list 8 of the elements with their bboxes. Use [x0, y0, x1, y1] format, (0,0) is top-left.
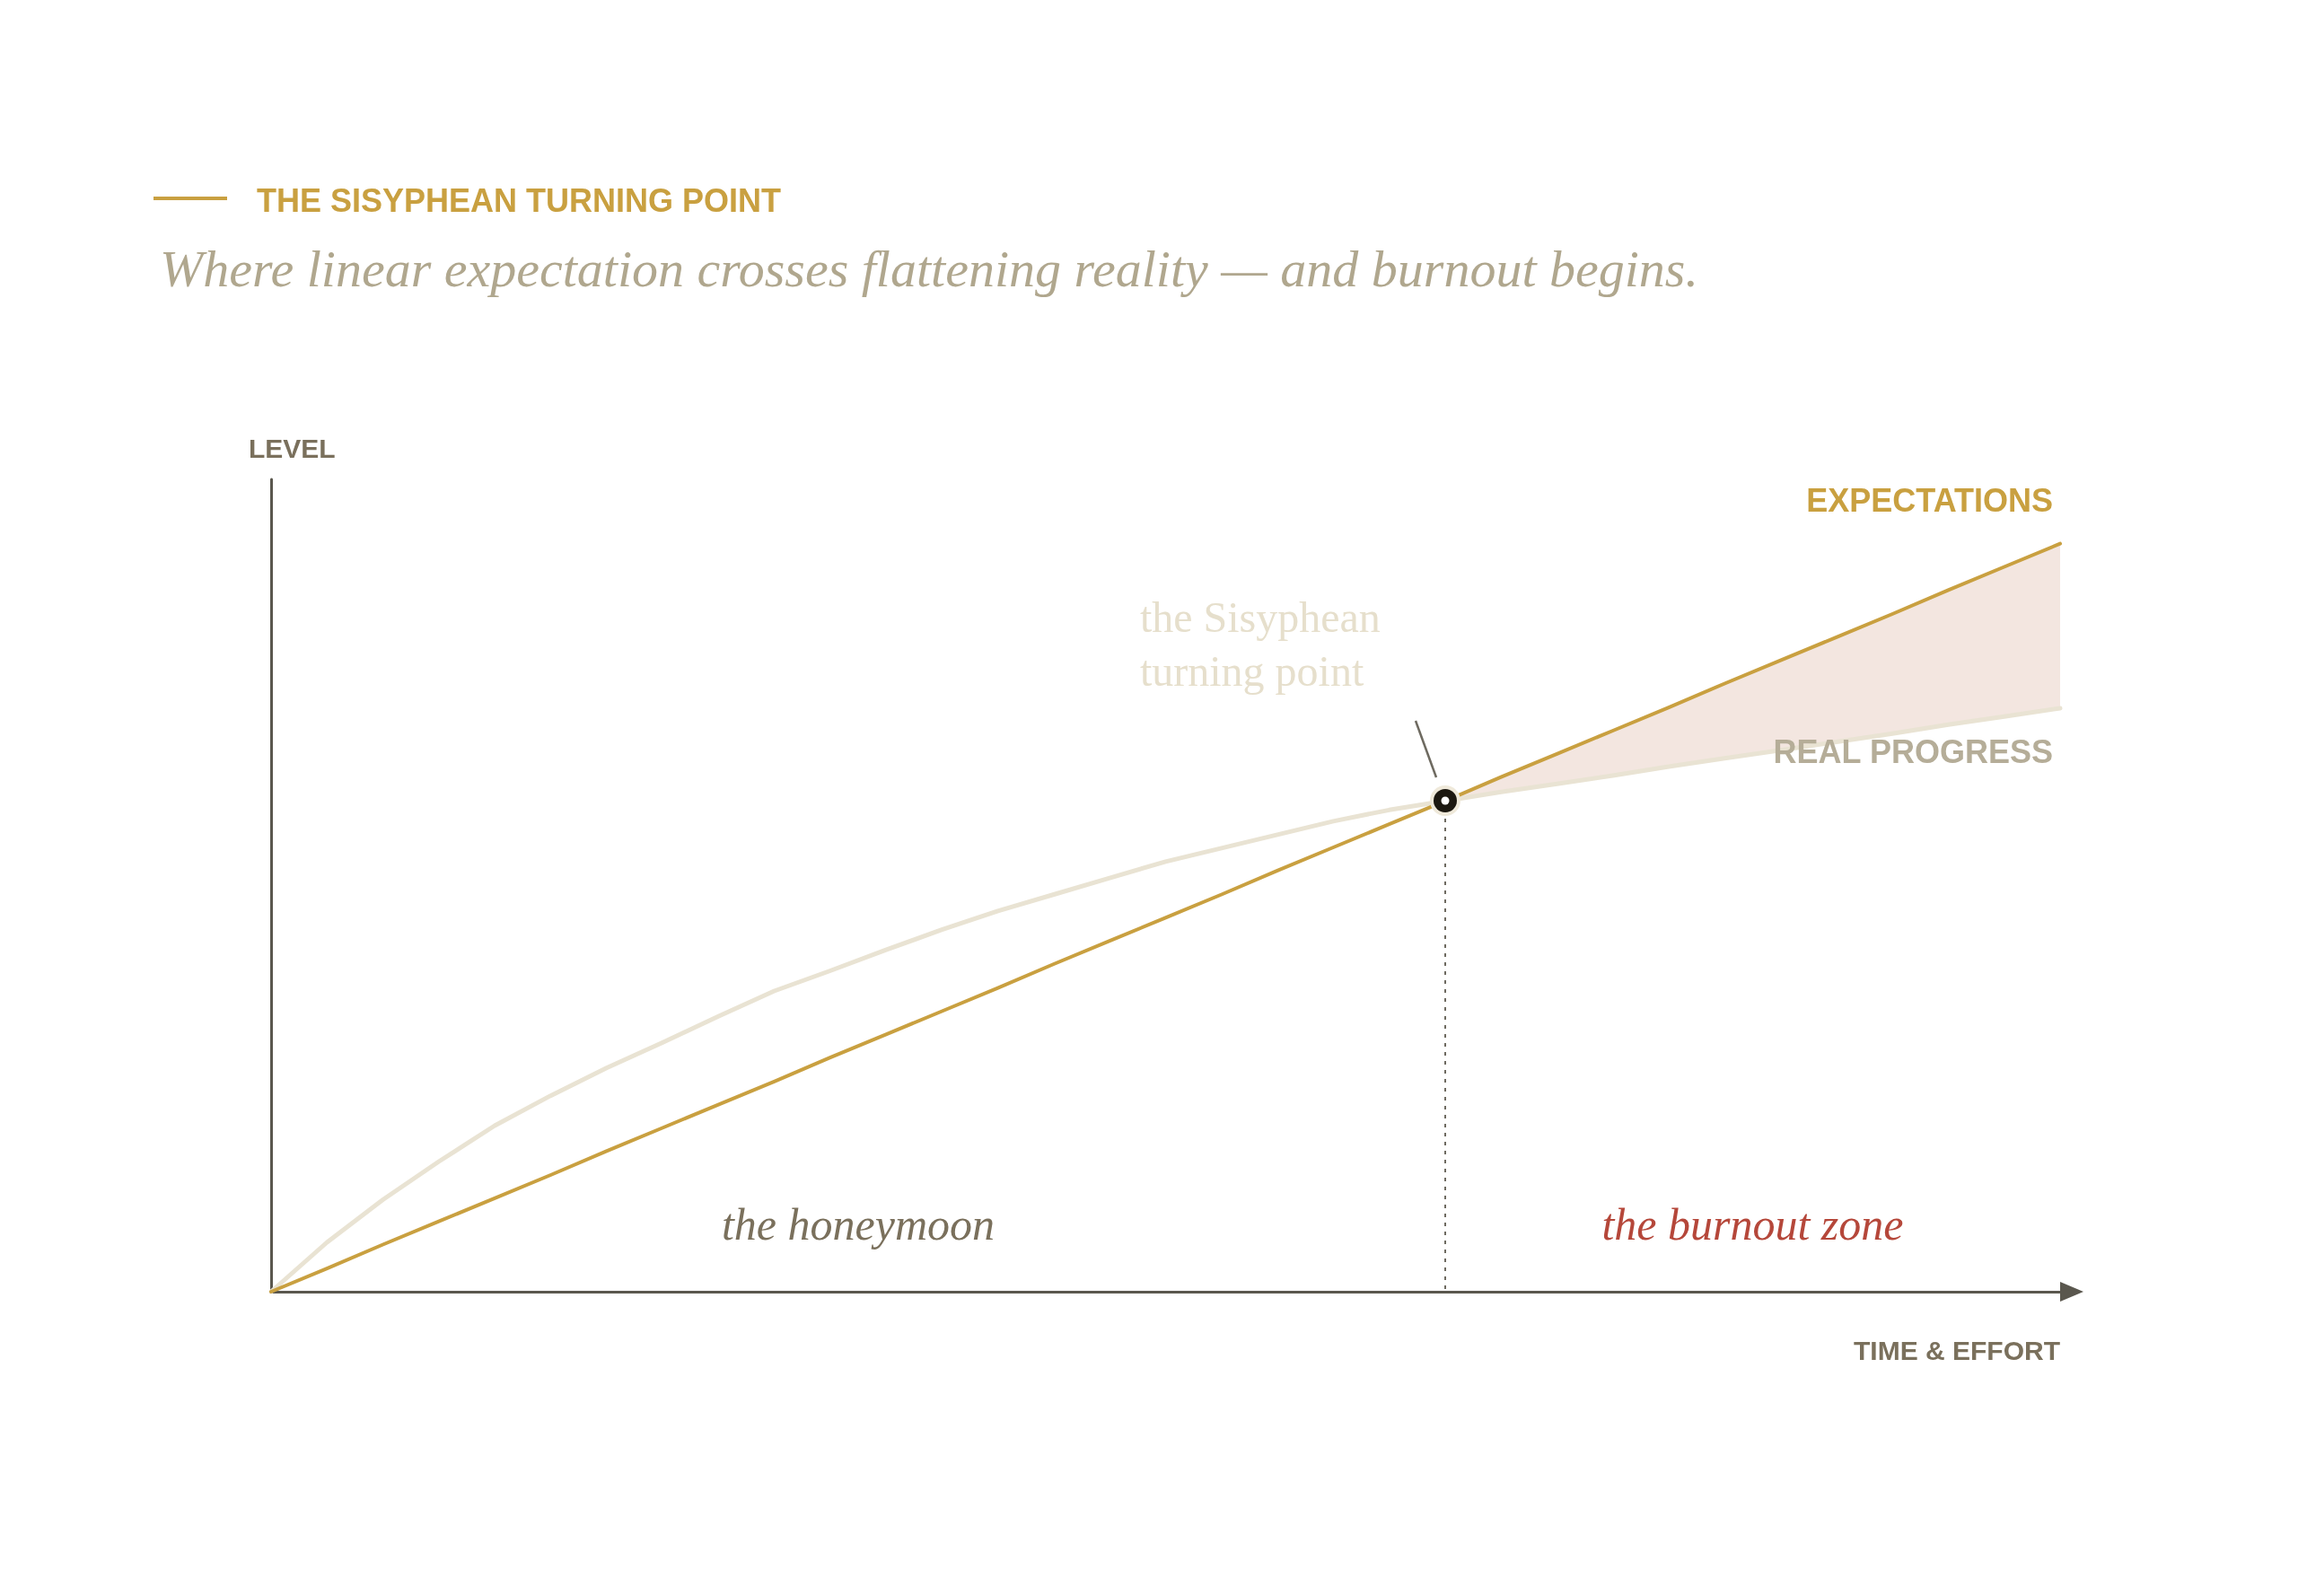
x-axis-title: TIME & EFFORT [1854, 1335, 2060, 1365]
y-axis-title: LEVEL [249, 433, 336, 463]
annotation: the burnout zone [1601, 1199, 1904, 1250]
series-label: REAL PROGRESS [1773, 732, 2053, 770]
chart-title: THE SISYPHEAN TURNING POINT [257, 181, 782, 219]
series-label: EXPECTATIONS [1806, 482, 2053, 520]
annotation: the honeymoon [721, 1199, 995, 1250]
chart-subtitle: Where linear expectation crosses flattening reality — and burnout begins. [160, 239, 1698, 298]
